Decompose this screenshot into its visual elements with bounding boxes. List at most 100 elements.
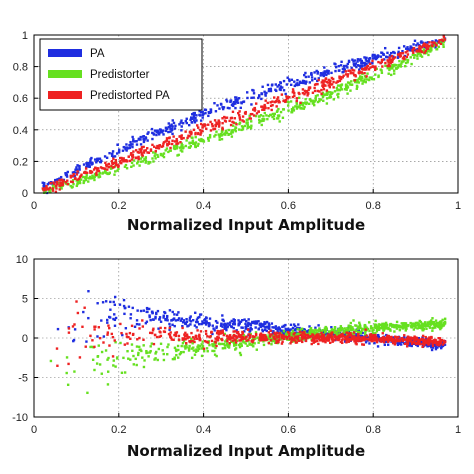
data-point <box>75 300 78 303</box>
data-point <box>247 321 250 325</box>
x-tick-label: 0.6 <box>281 424 296 436</box>
data-point <box>335 335 339 339</box>
data-point <box>344 340 347 343</box>
data-point <box>391 339 394 343</box>
data-point <box>375 325 378 328</box>
data-point <box>416 51 420 55</box>
data-point <box>328 96 331 99</box>
data-point <box>112 155 115 158</box>
data-point <box>293 339 297 342</box>
data-point <box>277 99 281 103</box>
data-point <box>149 161 152 164</box>
data-point <box>226 337 229 340</box>
data-point <box>123 165 127 168</box>
data-point <box>184 338 187 341</box>
data-point <box>370 327 373 330</box>
data-point <box>220 103 223 106</box>
data-point <box>91 358 95 361</box>
data-point <box>279 85 282 88</box>
data-point <box>117 164 120 167</box>
data-point <box>125 335 129 338</box>
data-point <box>425 45 428 49</box>
data-point <box>143 149 146 152</box>
data-point <box>395 338 399 341</box>
data-point <box>253 107 256 110</box>
data-point <box>329 95 333 99</box>
data-point <box>304 75 308 79</box>
data-point <box>431 44 434 48</box>
data-point <box>85 171 89 175</box>
data-point <box>75 184 79 188</box>
data-point <box>250 103 253 106</box>
data-point <box>87 161 90 165</box>
data-point <box>365 334 368 338</box>
data-point <box>209 110 213 114</box>
data-point <box>372 339 375 342</box>
data-point <box>192 119 196 122</box>
data-point <box>343 335 346 339</box>
data-point <box>412 51 415 54</box>
data-point <box>421 342 424 346</box>
data-point <box>402 336 406 339</box>
data-point <box>197 142 200 146</box>
data-point <box>305 334 308 337</box>
data-point <box>273 112 276 116</box>
data-point <box>435 343 438 346</box>
data-point <box>342 70 345 73</box>
data-point <box>125 146 129 149</box>
data-point <box>235 329 238 332</box>
data-point <box>405 345 409 348</box>
data-point <box>141 325 145 328</box>
data-point <box>359 326 362 330</box>
data-point <box>297 335 300 338</box>
data-point <box>248 343 252 346</box>
data-point <box>193 353 197 356</box>
data-point <box>339 340 342 344</box>
data-point <box>275 110 279 113</box>
data-point <box>412 328 416 331</box>
data-point <box>233 117 237 120</box>
data-point <box>439 324 442 328</box>
data-point <box>367 59 371 62</box>
data-point <box>310 76 314 79</box>
data-point <box>275 334 278 337</box>
data-point <box>317 335 321 339</box>
data-point <box>418 319 421 323</box>
data-point <box>262 106 265 109</box>
data-point <box>374 337 378 340</box>
data-point <box>191 113 194 116</box>
data-point <box>168 326 172 330</box>
data-point <box>281 340 284 343</box>
data-point <box>241 337 244 340</box>
data-point <box>406 342 410 345</box>
data-point <box>237 335 240 338</box>
data-point <box>211 344 214 347</box>
data-point <box>172 317 176 321</box>
data-point <box>240 326 243 329</box>
data-point <box>155 350 158 354</box>
data-point <box>393 324 396 328</box>
data-point <box>414 338 417 341</box>
data-point <box>424 41 427 45</box>
data-point <box>116 143 119 146</box>
data-point <box>338 334 342 337</box>
data-point <box>399 52 402 55</box>
data-point <box>434 347 438 351</box>
data-point <box>162 129 165 132</box>
y-tick-label: -10 <box>12 412 28 424</box>
data-point <box>139 148 143 151</box>
data-point <box>369 66 372 69</box>
data-point <box>191 139 195 142</box>
data-point <box>193 143 197 146</box>
data-point <box>138 323 141 326</box>
data-point <box>190 331 193 335</box>
y-tick-label: 0 <box>22 188 28 200</box>
data-point <box>204 323 208 326</box>
data-point <box>339 325 343 328</box>
data-point <box>311 99 315 102</box>
data-point <box>249 333 252 337</box>
data-point <box>382 336 385 339</box>
data-point <box>187 146 191 149</box>
data-point <box>403 334 406 337</box>
data-point <box>220 322 223 325</box>
